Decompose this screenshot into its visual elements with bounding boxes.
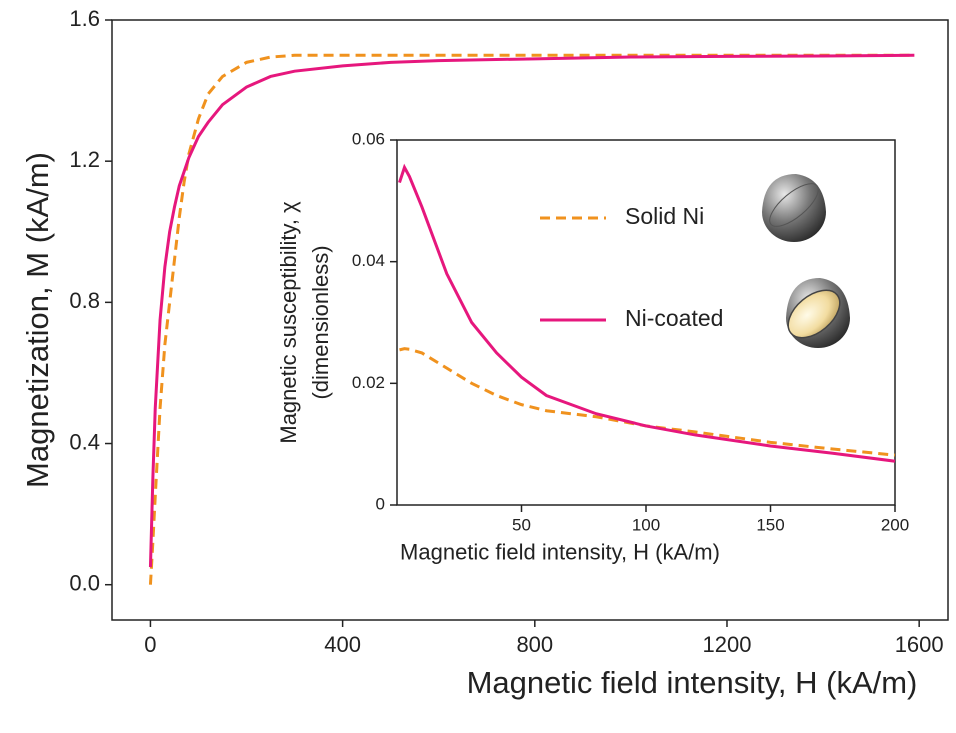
legend-label: Ni-coated bbox=[625, 305, 723, 331]
data-line bbox=[148, 53, 915, 568]
y-tick-label: 0.02 bbox=[352, 373, 385, 392]
x-tick-label: 800 bbox=[516, 632, 553, 657]
icon-coated bbox=[786, 278, 850, 348]
y-tick-label: 0.04 bbox=[352, 251, 385, 270]
y-axis-label: (dimensionless) bbox=[308, 245, 333, 399]
x-tick-label: 50 bbox=[512, 515, 531, 534]
y-axis-label: Magnetization, M (kA/m) bbox=[20, 152, 55, 488]
y-tick-label: 0 bbox=[376, 494, 385, 513]
x-axis-label: Magnetic field intensity, H (kA/m) bbox=[400, 539, 720, 564]
y-tick-label: 0.8 bbox=[69, 288, 100, 313]
data-line bbox=[399, 347, 896, 457]
y-tick-label: 0.0 bbox=[69, 571, 100, 596]
icon-solid bbox=[762, 174, 826, 242]
data-line bbox=[398, 163, 896, 463]
y-tick-label: 0.4 bbox=[69, 429, 100, 454]
legend-label: Solid Ni bbox=[625, 203, 704, 229]
data-line bbox=[148, 53, 915, 585]
x-tick-label: 1600 bbox=[895, 632, 944, 657]
x-tick-label: 0 bbox=[144, 632, 156, 657]
x-tick-label: 400 bbox=[324, 632, 361, 657]
x-tick-label: 200 bbox=[881, 515, 909, 534]
y-tick-label: 0.06 bbox=[352, 129, 385, 148]
y-axis-label: Magnetic susceptibility, χ bbox=[276, 201, 301, 444]
x-tick-label: 100 bbox=[632, 515, 660, 534]
y-tick-label: 1.6 bbox=[69, 6, 100, 31]
y-tick-label: 1.2 bbox=[69, 147, 100, 172]
plots: 0 400 800 1200 1600 0.0 0.4 0.8 1.2 1.6 Magnetic f… bbox=[20, 6, 949, 700]
x-axis-label: Magnetic field intensity, H (kA/m) bbox=[467, 665, 918, 700]
x-tick-label: 1200 bbox=[703, 632, 752, 657]
x-tick-label: 150 bbox=[756, 515, 784, 534]
